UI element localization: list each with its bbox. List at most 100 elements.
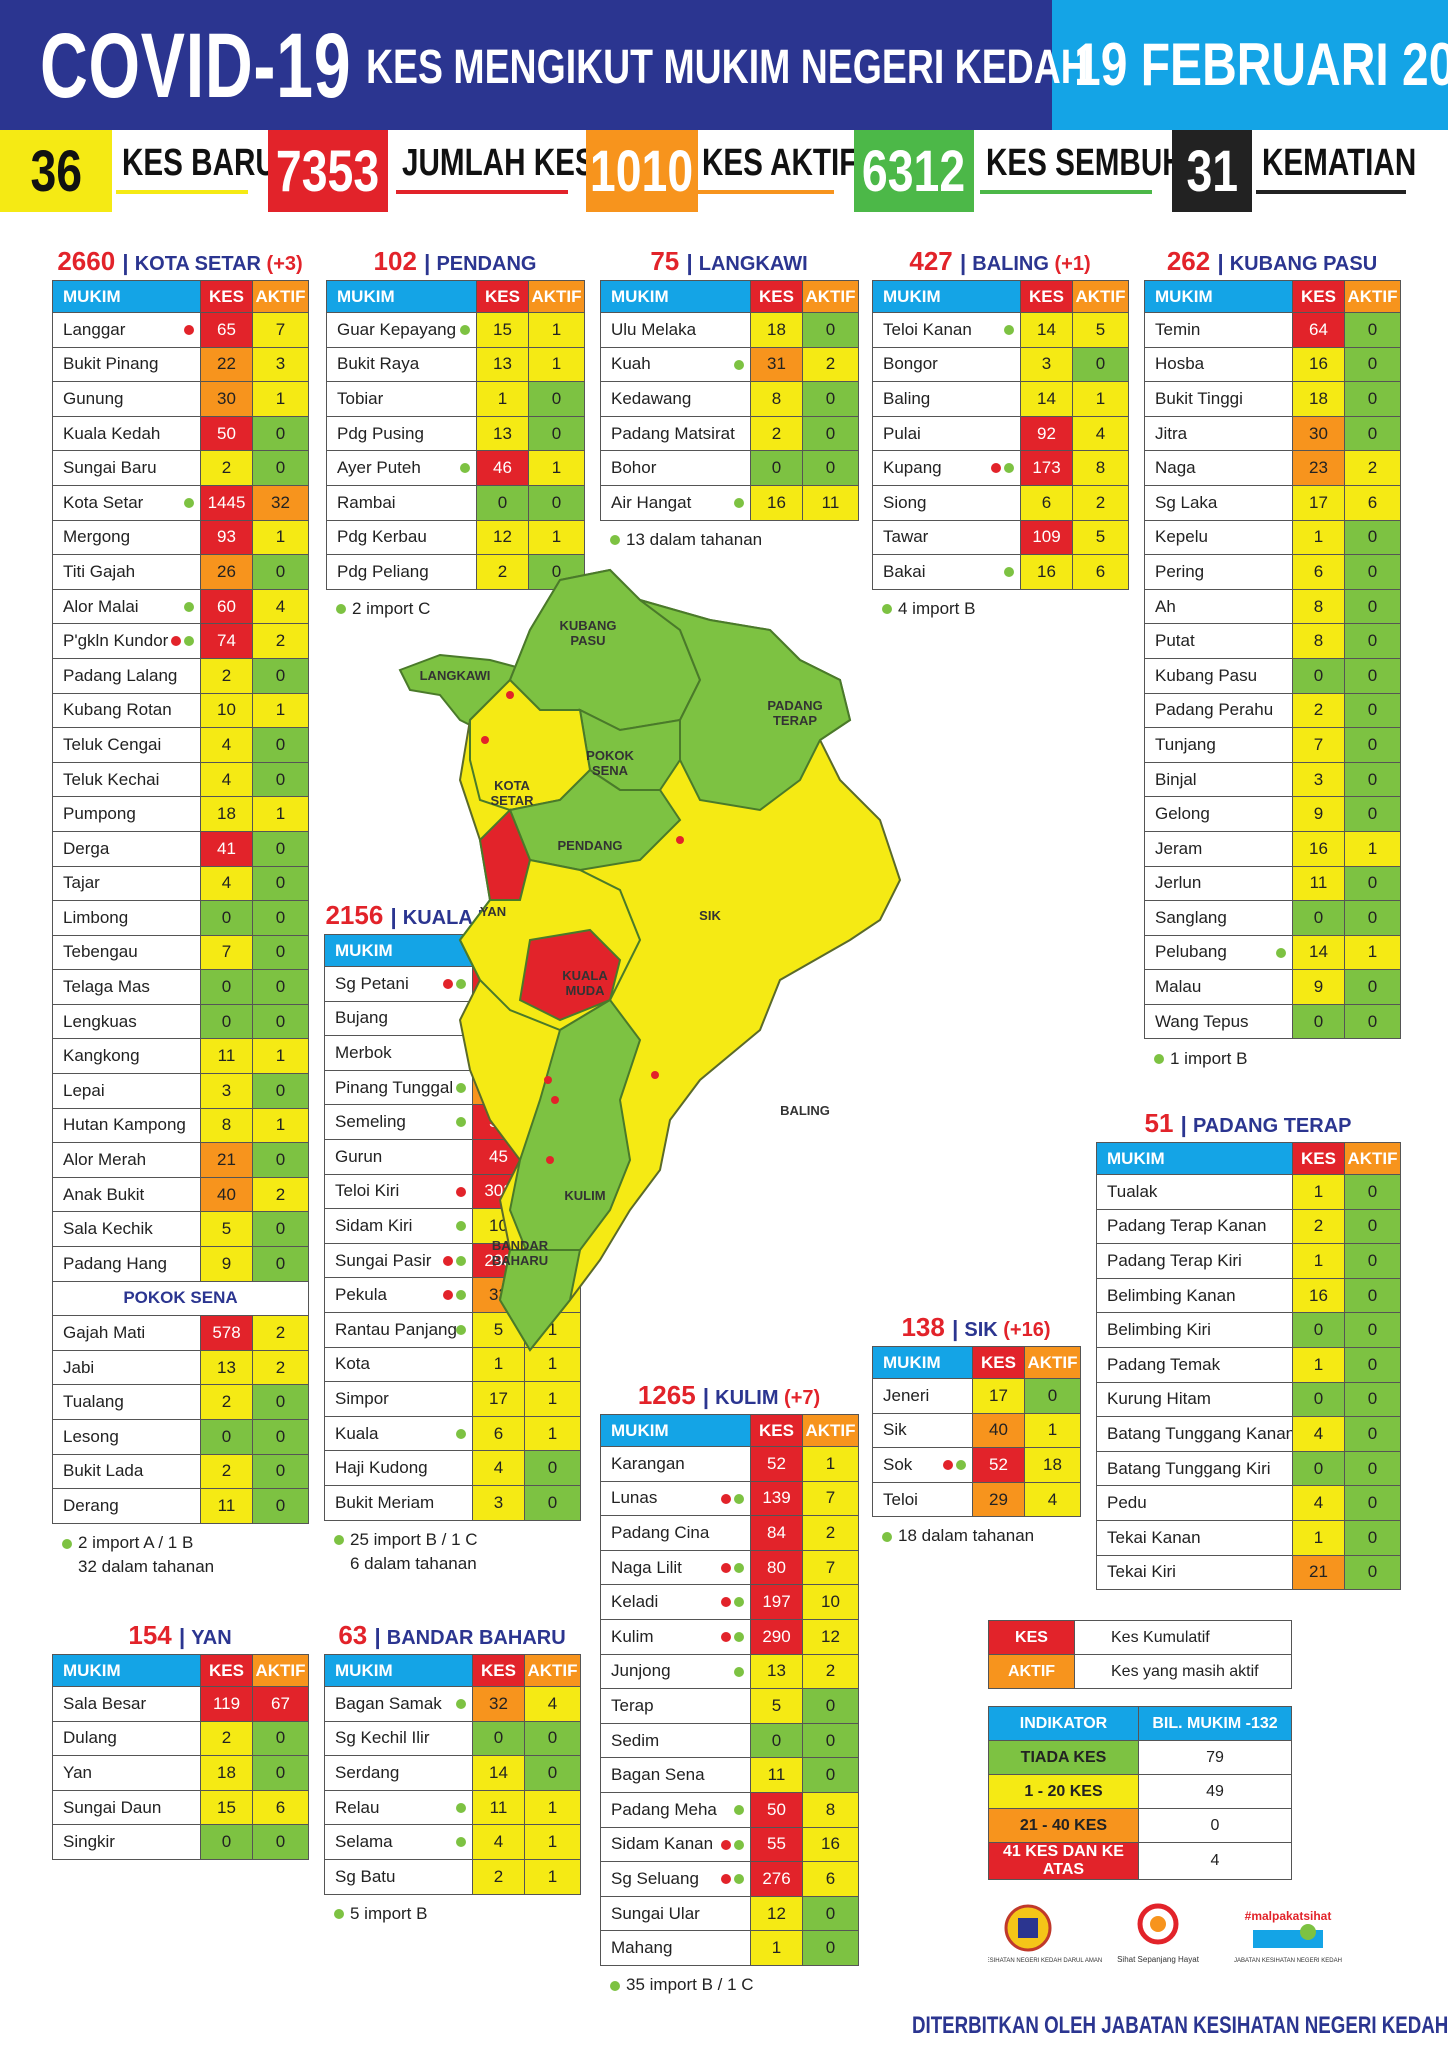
row-markers — [456, 1802, 466, 1813]
district-title: 1265 | KULIM (+7) — [600, 1380, 858, 1410]
kes-value: 4 — [472, 1824, 525, 1860]
note-text: 2 import C — [352, 598, 431, 618]
logos: JABATAN KESIHATAN NEGERI KEDAH DARUL AMA… — [988, 1903, 1342, 1964]
indicator-value: 79 — [1138, 1740, 1292, 1775]
mukim-name: Pdg Peliang — [326, 554, 477, 590]
note-dot-icon — [610, 1980, 620, 1991]
kes-value: 276 — [750, 1861, 803, 1897]
aktif-value: 0 — [802, 1757, 859, 1793]
aktif-value: 1 — [1024, 1412, 1081, 1449]
mukim-name: Derang — [52, 1488, 201, 1524]
district-note: 18 dalam tahanan — [882, 1526, 1034, 1546]
kes-value: 15 — [476, 312, 529, 348]
table-row: Kuah 31 2 — [600, 346, 859, 383]
kes-value: 13 — [476, 415, 529, 452]
district-name: YAN — [191, 1627, 232, 1649]
table-row: Sala Kechik 5 0 — [52, 1211, 309, 1248]
aktif-value: 0 — [1344, 1485, 1401, 1521]
note-dot-icon — [334, 1535, 344, 1546]
kes-value: 2 — [472, 1858, 525, 1895]
stat-value-box: 31 — [1172, 130, 1252, 212]
title-separator: | — [959, 250, 973, 275]
mukim-name: Langgar — [52, 312, 201, 348]
kkm-crest-logo: JABATAN KESIHATAN NEGERI KEDAH DARUL AMA… — [988, 1904, 1102, 1964]
aktif-value: 0 — [1344, 1346, 1401, 1383]
kes-value: 15 — [200, 1789, 253, 1826]
district-table: MUKIM KES AKTIF Karangan 52 1 Lunas 139 7 Padang … — [600, 1414, 859, 1966]
aktif-value: 1 — [528, 312, 585, 348]
note-dot-icon — [336, 604, 346, 615]
col-aktif-header: AKTIF — [1024, 1346, 1081, 1379]
mukim-name: Tawar — [872, 519, 1021, 556]
kes-value: 12 — [750, 1895, 803, 1932]
kes-value: 52 — [972, 1447, 1025, 1483]
header: COVID-19 KES MENGIKUT MUKIM NEGERI KEDAH… — [0, 0, 1448, 130]
mukim-name: Teluk Kechai — [52, 761, 201, 798]
row-markers — [460, 325, 470, 335]
col-aktif-header: AKTIF — [802, 280, 859, 313]
aktif-value: 1 — [252, 381, 309, 417]
kes-value: 119 — [200, 1686, 253, 1722]
note-dot-icon — [62, 1538, 72, 1549]
green-dot-icon — [734, 359, 744, 370]
col-kes-header: KES — [1292, 1142, 1345, 1175]
table-row: Hutan Kampong 8 1 — [52, 1107, 309, 1144]
mukim-name: Bujang — [324, 1000, 473, 1037]
row-markers — [456, 1186, 466, 1197]
aktif-value: 0 — [252, 969, 309, 1005]
mukim-name: Tekai Kiri — [1096, 1554, 1293, 1591]
table-row: Bukit Raya 13 1 — [326, 346, 585, 383]
aktif-value: 1 — [528, 346, 585, 383]
note-dot-icon — [882, 604, 892, 615]
aktif-value: 0 — [1344, 1554, 1401, 1591]
aktif-value: 0 — [252, 934, 309, 971]
indicator-header-right: BIL. MUKIM -132 — [1138, 1706, 1292, 1741]
aktif-value: 2 — [1344, 450, 1401, 486]
mukim-name: Tekai Kanan — [1096, 1519, 1293, 1556]
district-note: 2 import C — [336, 599, 430, 619]
district-title: 63 | BANDAR BAHARU — [324, 1620, 580, 1650]
red-dot-icon — [721, 1631, 731, 1642]
row-markers — [721, 1839, 744, 1850]
mukim-name: Belimbing Kiri — [1096, 1312, 1293, 1348]
aktif-value: 6 — [802, 1861, 859, 1897]
aktif-value: 0 — [1072, 346, 1129, 383]
red-dot-icon — [443, 1255, 453, 1266]
aktif-value: 1 — [252, 1107, 309, 1144]
header-left-band — [0, 0, 1052, 130]
aktif-value: 12 — [802, 1618, 859, 1655]
green-dot-icon — [1004, 463, 1014, 474]
col-aktif-header: AKTIF — [1072, 280, 1129, 313]
district-total: 63 — [338, 1620, 375, 1650]
mukim-name: Simpor — [324, 1381, 473, 1417]
col-aktif-header: AKTIF — [524, 1654, 581, 1687]
table-row: Rambai 0 0 — [326, 484, 585, 521]
wawasan-kesihatan-logo: Sihat Sepanjang Hayat — [1117, 1903, 1200, 1964]
mukim-name: Pering — [1144, 554, 1293, 590]
indicator-row: TIADA KES 79 — [988, 1740, 1292, 1775]
row-markers — [1004, 567, 1014, 578]
district-total: 427 — [909, 246, 960, 276]
kes-value: 0 — [750, 1722, 803, 1759]
mukim-name: Pelubang — [1144, 934, 1293, 971]
mukim-name: Limbong — [52, 900, 201, 936]
kes-value: 21 — [1292, 1554, 1345, 1591]
district-total: 102 — [373, 246, 425, 276]
table-row: Wang Tepus 0 0 — [1144, 1003, 1401, 1040]
district-note: 25 import B / 1 C — [334, 1530, 478, 1550]
table-row: Batang Tunggang Kanan 4 0 — [1096, 1416, 1401, 1452]
aktif-value: 0 — [252, 865, 309, 902]
table-row: Baling 14 1 — [872, 381, 1129, 417]
table-row: Alor Merah 21 0 — [52, 1142, 309, 1178]
kes-value: 0 — [472, 1720, 525, 1757]
green-dot-icon — [734, 1493, 744, 1504]
table-row: Titi Gajah 26 0 — [52, 554, 309, 590]
kes-value: 4 — [472, 1450, 525, 1486]
row-markers — [991, 463, 1014, 474]
table-row: Telaga Mas 0 0 — [52, 969, 309, 1005]
kes-value: 2 — [200, 1720, 253, 1757]
district-note: 5 import B — [334, 1904, 427, 1924]
aktif-value: 0 — [252, 1003, 309, 1040]
aktif-value: 0 — [1344, 657, 1401, 694]
district-total: 51 — [1144, 1108, 1181, 1138]
